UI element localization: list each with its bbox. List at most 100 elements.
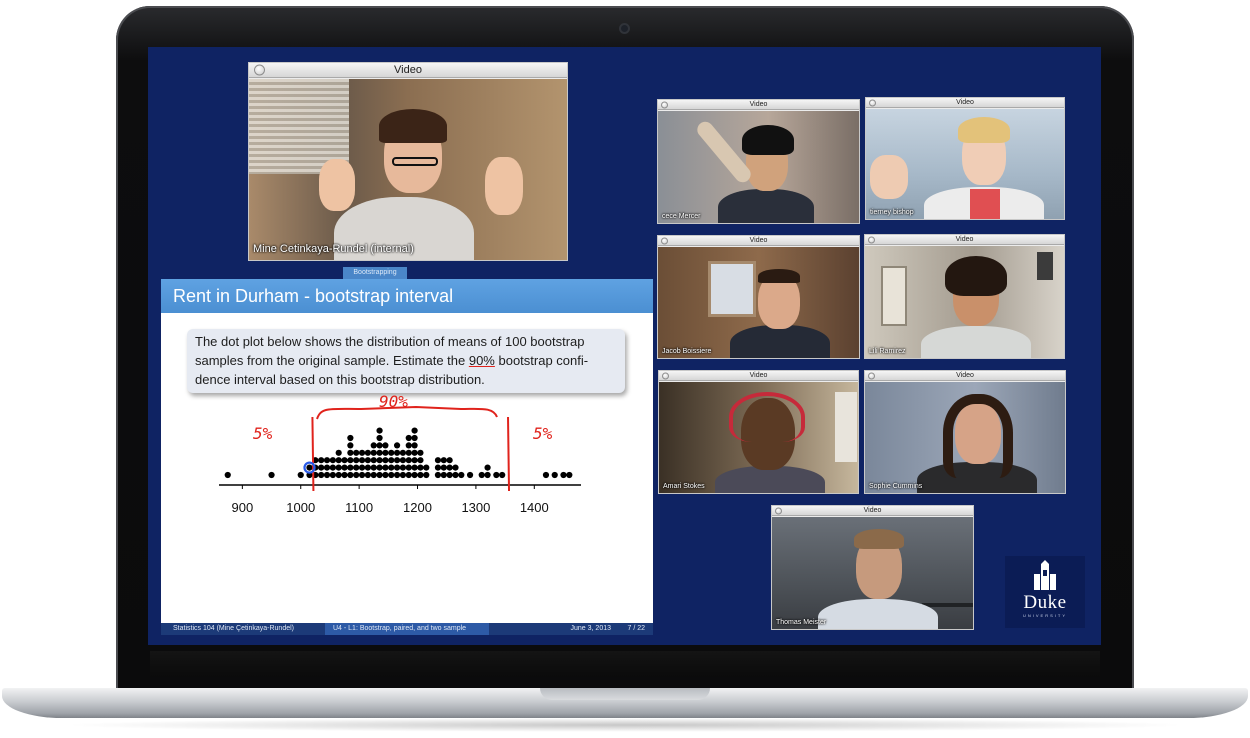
dot-mark — [335, 457, 342, 464]
video-window-title: Video — [955, 236, 974, 243]
close-button[interactable] — [775, 507, 782, 514]
dot-mark — [399, 457, 407, 464]
x-tick-label: 900 — [232, 500, 254, 515]
video-window-title: Video — [749, 372, 768, 379]
dot-mark — [358, 464, 366, 471]
video-window-title: Video — [749, 101, 768, 108]
student-video-window[interactable]: Video Amari Stokes — [658, 370, 859, 494]
close-button[interactable] — [661, 237, 668, 244]
annotation-90: 90% — [379, 392, 408, 411]
question-line-3: dence interval based on this bootstrap d… — [195, 372, 485, 387]
door — [835, 392, 857, 462]
video-title-bar[interactable]: Video — [659, 371, 858, 381]
close-button[interactable] — [254, 64, 265, 76]
dot-mark — [382, 449, 389, 456]
video-title-bar[interactable]: Video — [658, 100, 859, 110]
left-hand — [319, 159, 355, 211]
annotation-5-right: 5% — [533, 424, 553, 443]
annotations: 90% 5% 5% — [253, 392, 553, 443]
x-tick-label: 1100 — [345, 500, 373, 515]
video-title-bar[interactable]: Video — [772, 506, 973, 516]
student-body — [818, 599, 938, 629]
video-title-bar[interactable]: Video — [866, 98, 1064, 108]
student-video-window[interactable]: Video tierney bishop — [865, 97, 1065, 220]
question-line-2: samples from the original sample. Estima… — [195, 351, 617, 370]
interval-boundary-line — [507, 416, 511, 492]
x-tick-label: 1300 — [461, 500, 490, 515]
highlight-90: 90% — [468, 353, 495, 368]
dot-mark — [376, 427, 383, 434]
dot-mark — [411, 434, 418, 442]
dot-mark — [446, 471, 453, 479]
dot-mark — [484, 464, 491, 471]
dot-mark — [382, 442, 389, 449]
presentation-slide: Bootstrapping Rent in Durham - bootstrap… — [161, 267, 653, 635]
close-button[interactable] — [869, 99, 876, 106]
student-video-window[interactable]: Video Thomas Meister — [771, 505, 974, 630]
video-title-bar[interactable]: Video — [865, 371, 1065, 381]
dot-mark — [376, 457, 383, 464]
bootstrap-dot-plot: 90% 5% 5% 900 1000 1100 1200 1300 1400 — [219, 392, 581, 515]
student-video-feed: Jacob Boissiere — [658, 247, 859, 358]
student-video-window[interactable]: Video Sophie Cummins — [864, 370, 1066, 494]
participant-name: Jacob Boissiere — [662, 348, 712, 355]
laptop-shadow — [60, 718, 1190, 732]
participant-name: cece Mercer — [662, 213, 701, 220]
duke-subtitle: UNIVERSITY — [1022, 613, 1067, 618]
dot-mark — [393, 442, 401, 449]
dot-mark — [335, 464, 342, 471]
student-body — [730, 325, 830, 358]
student-video-window[interactable]: Video cece Mercer — [657, 99, 860, 224]
background-bar — [922, 603, 973, 607]
dot-mark — [405, 471, 412, 479]
video-title-bar[interactable]: Video — [249, 63, 567, 78]
close-button[interactable] — [868, 372, 875, 379]
dot-mark — [542, 471, 550, 479]
instructor-video-window[interactable]: Video Mine Cetinkaya-Rundel (internal) — [248, 62, 568, 261]
dot-mark — [364, 449, 371, 456]
dot-mark — [399, 449, 407, 456]
dot-mark — [411, 449, 418, 456]
student-body — [921, 326, 1031, 358]
dot-mark — [466, 471, 474, 479]
dot-mark — [411, 457, 418, 464]
video-title-bar[interactable]: Video — [865, 235, 1064, 245]
video-title-bar[interactable]: Video — [658, 236, 859, 246]
close-button[interactable] — [868, 236, 875, 243]
question-text-end: bootstrap confi- — [494, 353, 589, 368]
video-window-title: Video — [749, 237, 768, 244]
close-button[interactable] — [661, 101, 668, 108]
dot-mark — [411, 427, 418, 434]
student-video-window[interactable]: Video Lili Ramirez — [864, 234, 1065, 359]
dot-mark — [318, 457, 325, 464]
close-button[interactable] — [662, 372, 669, 379]
question-line-1: The dot plot below shows the distributio… — [195, 334, 585, 349]
student-video-feed: tierney bishop — [866, 109, 1064, 219]
window-blinds — [249, 79, 349, 174]
slide-nav-bar — [161, 267, 653, 279]
dot-mark — [405, 442, 412, 449]
participant-name: Sophie Cummins — [869, 483, 923, 490]
window-frame — [881, 266, 907, 326]
student-hair — [945, 256, 1007, 296]
student-hair — [758, 269, 800, 283]
dot-mark — [405, 449, 412, 456]
dot-mark — [358, 471, 366, 479]
dot-mark — [411, 471, 418, 479]
video-window-title: Video — [863, 507, 882, 514]
dot-mark — [411, 464, 418, 471]
student-body — [715, 466, 825, 493]
participant-name: Mine Cetinkaya-Rundel (internal) — [253, 243, 414, 255]
x-tick-label: 1000 — [286, 500, 315, 515]
dot-mark — [364, 457, 371, 464]
dot-mark — [323, 464, 331, 471]
footer-lecture: U4 - L1: Bootstrap, paired, and two samp… — [325, 623, 489, 635]
right-hand — [485, 157, 523, 215]
dot-mark — [405, 434, 412, 442]
dot-mark — [341, 464, 348, 471]
dot-mark — [376, 464, 383, 471]
window-frame — [708, 261, 756, 317]
dot-mark — [370, 457, 377, 464]
dot-mark — [224, 471, 231, 479]
student-video-window[interactable]: Video Jacob Boissiere — [657, 235, 860, 359]
